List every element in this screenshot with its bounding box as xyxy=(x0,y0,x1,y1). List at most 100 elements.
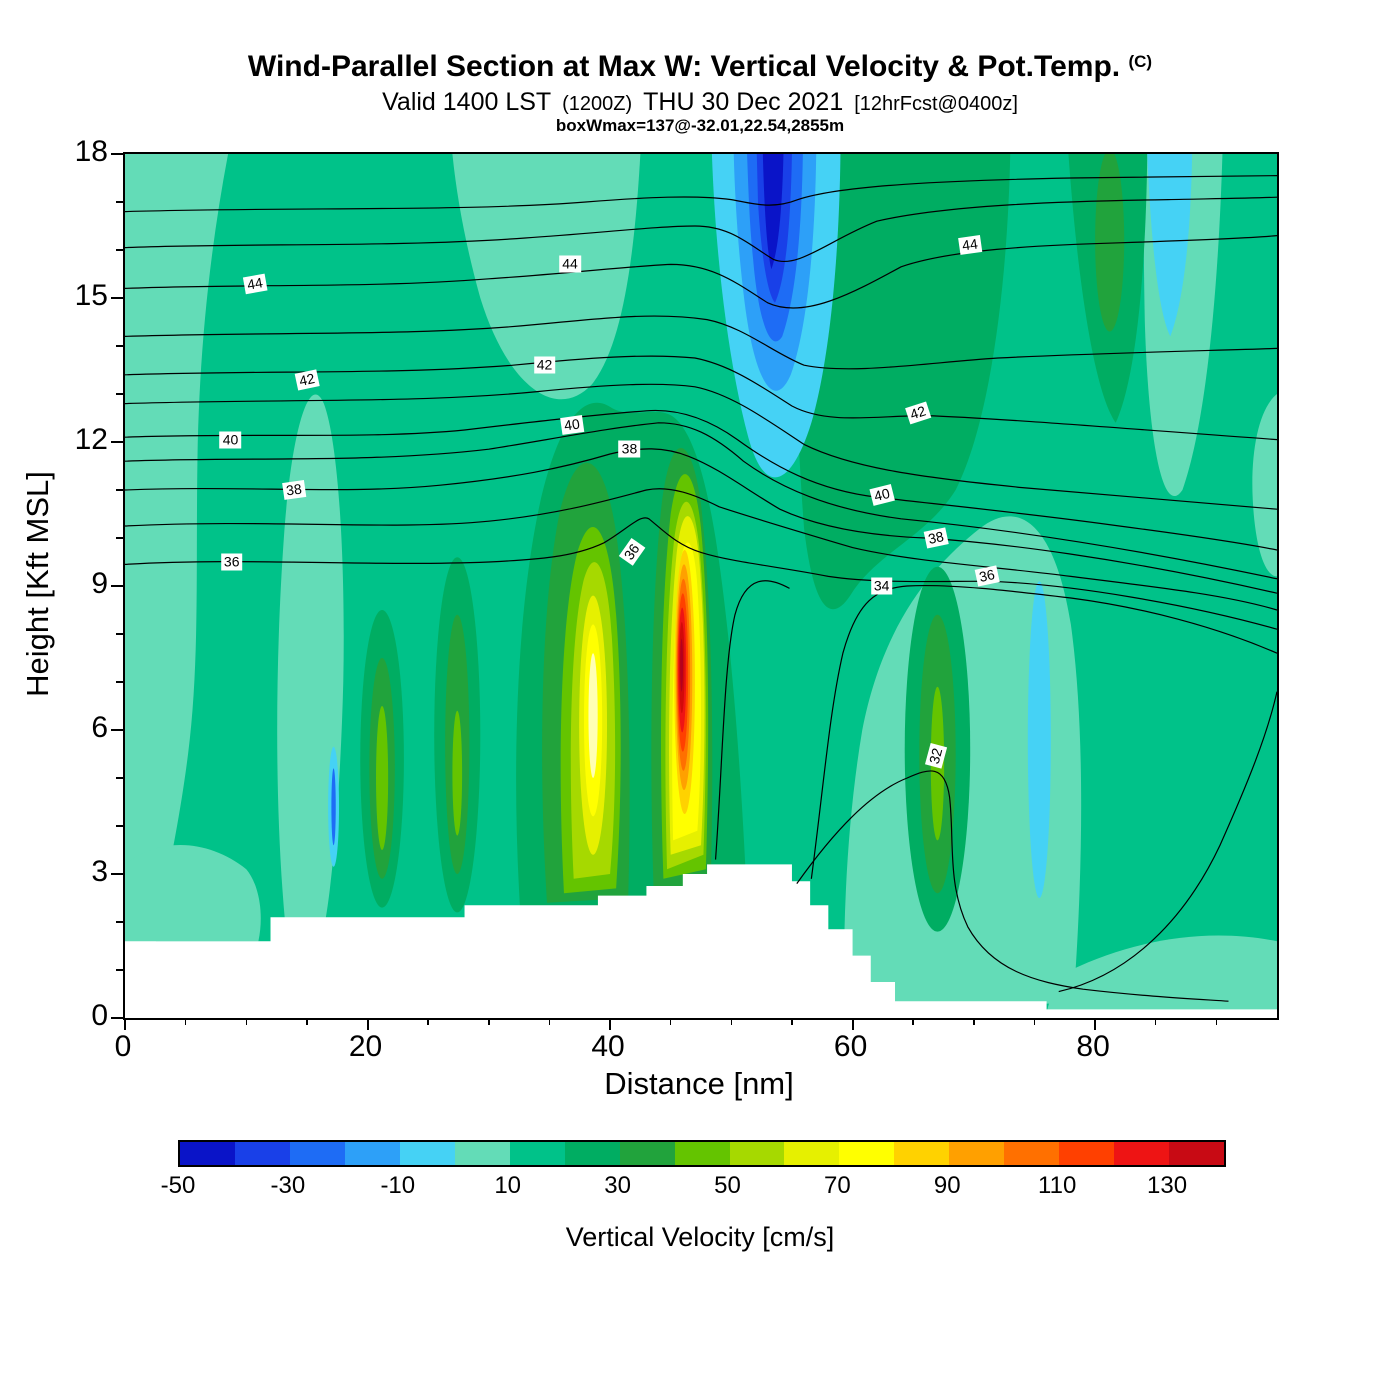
x-minor-tick xyxy=(973,1018,975,1025)
colorbar-segment xyxy=(674,1142,730,1165)
colorbar-tick-label: 70 xyxy=(824,1172,851,1199)
x-minor-tick xyxy=(912,1018,914,1025)
colorbar-tick-label: 10 xyxy=(494,1172,522,1199)
subtitle-fcst: [12hrFcst@0400z] xyxy=(854,93,1018,115)
page-title: Wind-Parallel Section at Max W: Vertical… xyxy=(0,50,1400,84)
title-units-suffix: (C) xyxy=(1128,52,1153,71)
y-minor-tick xyxy=(116,489,123,491)
y-major-tick xyxy=(111,585,123,587)
colorbar-tick-label: 90 xyxy=(933,1172,961,1199)
isentrope-37 xyxy=(125,489,1277,610)
colorbar-segment xyxy=(180,1142,235,1165)
x-minor-tick xyxy=(427,1018,429,1025)
y-minor-tick xyxy=(116,201,123,203)
isentrope-45 xyxy=(125,197,1277,261)
isentrope-46 xyxy=(125,176,1277,212)
title-main: Wind-Parallel Section at Max W: Vertical… xyxy=(247,50,1121,83)
isentrope-38 xyxy=(125,449,1277,593)
y-minor-tick xyxy=(116,345,123,347)
colorbar-tick-label: 110 xyxy=(1038,1172,1077,1199)
y-tick-label: 18 xyxy=(74,135,108,168)
x-minor-tick xyxy=(1033,1018,1036,1025)
colorbar-segment xyxy=(619,1142,675,1165)
fill-yellowgreen-21nm xyxy=(376,706,389,850)
x-minor-tick xyxy=(548,1018,551,1025)
subtitle-zulu: (1200Z) xyxy=(562,93,633,115)
isentrope-lines xyxy=(125,176,1277,1002)
colorbar-segment xyxy=(729,1142,785,1165)
colorbar-tick-label: -50 xyxy=(160,1172,196,1199)
colorbar-tick-label: -30 xyxy=(270,1172,306,1199)
colorbar-tick-label: -10 xyxy=(380,1172,416,1199)
y-minor-tick xyxy=(116,921,123,923)
x-minor-tick xyxy=(1154,1018,1157,1025)
colorbar-segment xyxy=(509,1142,565,1165)
isentrope-42 xyxy=(125,356,1277,440)
x-axis-label: Distance [nm] xyxy=(604,1066,794,1101)
colorbar-tick-label: 30 xyxy=(604,1172,631,1199)
fill-pale-left-bottom xyxy=(125,845,261,946)
y-major-tick xyxy=(111,1017,123,1019)
colorbar-segment xyxy=(399,1142,455,1165)
fill-updraft-max-core xyxy=(680,638,684,692)
x-major-tick xyxy=(851,1018,854,1030)
fill-green-right-top xyxy=(791,154,1011,610)
x-major-tick xyxy=(124,1018,126,1030)
colorbar-segment xyxy=(1059,1142,1115,1165)
subtitle-valid: Valid 1400 LST xyxy=(382,88,552,116)
colorbar-segment xyxy=(564,1142,620,1165)
fill-pale-left-column xyxy=(125,154,229,946)
colorbar-segment xyxy=(289,1142,345,1165)
y-tick-label: 15 xyxy=(74,279,108,312)
y-minor-tick xyxy=(116,777,123,779)
isentrope-32 xyxy=(797,771,1229,1001)
colorbar-segment xyxy=(344,1142,400,1165)
terrain-profile xyxy=(125,864,1277,1018)
y-axis-label: Height [Kft MSL] xyxy=(20,471,55,697)
x-tick-label: 60 xyxy=(833,1030,868,1063)
isentrope-43 xyxy=(125,316,1277,369)
fill-yellowgreen-27nm xyxy=(452,710,463,836)
chart-subtitle: Valid 1400 LST (1200Z) THU 30 Dec 2021 [… xyxy=(0,88,1400,117)
x-major-tick xyxy=(609,1018,612,1030)
x-minor-tick xyxy=(669,1018,672,1025)
colorbar-segment xyxy=(894,1142,950,1165)
x-tick-label: 80 xyxy=(1076,1030,1110,1063)
x-tick-label: 20 xyxy=(348,1030,383,1063)
wmax-info-line: boxWmax=137@-32.01,22.54,2855m xyxy=(555,116,845,135)
colorbar-title: Vertical Velocity [cm/s] xyxy=(565,1222,835,1252)
isentrope-34 xyxy=(811,586,1277,879)
colorbar-tick-label: 130 xyxy=(1147,1172,1188,1199)
x-minor-tick xyxy=(1215,1018,1218,1025)
y-minor-tick xyxy=(116,825,123,827)
colorbar-segment xyxy=(454,1142,510,1165)
fill-cyan-streak-75nm xyxy=(1027,581,1051,898)
x-tick-label: 0 xyxy=(114,1030,132,1063)
colorbar-segment xyxy=(234,1142,290,1165)
y-minor-tick xyxy=(116,537,123,539)
x-minor-tick xyxy=(791,1018,793,1025)
y-tick-label: 12 xyxy=(74,423,108,456)
y-minor-tick xyxy=(116,249,123,251)
colorbar xyxy=(178,1140,1226,1167)
y-tick-label: 3 xyxy=(91,855,108,888)
y-tick-label: 6 xyxy=(91,711,108,744)
x-minor-tick xyxy=(488,1018,490,1025)
x-major-tick xyxy=(1094,1018,1097,1030)
y-minor-tick xyxy=(116,393,123,395)
y-minor-tick xyxy=(116,969,123,971)
colorbar-segment xyxy=(784,1142,840,1165)
colorbar-segment xyxy=(949,1142,1005,1165)
fill-yellowgreen-67nm xyxy=(930,686,945,841)
subtitle-date: THU 30 Dec 2021 xyxy=(643,88,844,116)
y-major-tick xyxy=(111,873,123,875)
y-major-tick xyxy=(111,729,123,731)
y-major-tick xyxy=(111,153,123,155)
colorbar-segment xyxy=(1169,1142,1225,1165)
cross-section-canvas xyxy=(125,154,1277,1018)
isentrope-40 xyxy=(125,410,1277,550)
isentrope-41 xyxy=(125,384,1277,509)
x-minor-tick xyxy=(306,1018,308,1025)
isentrope-39 xyxy=(125,423,1277,579)
